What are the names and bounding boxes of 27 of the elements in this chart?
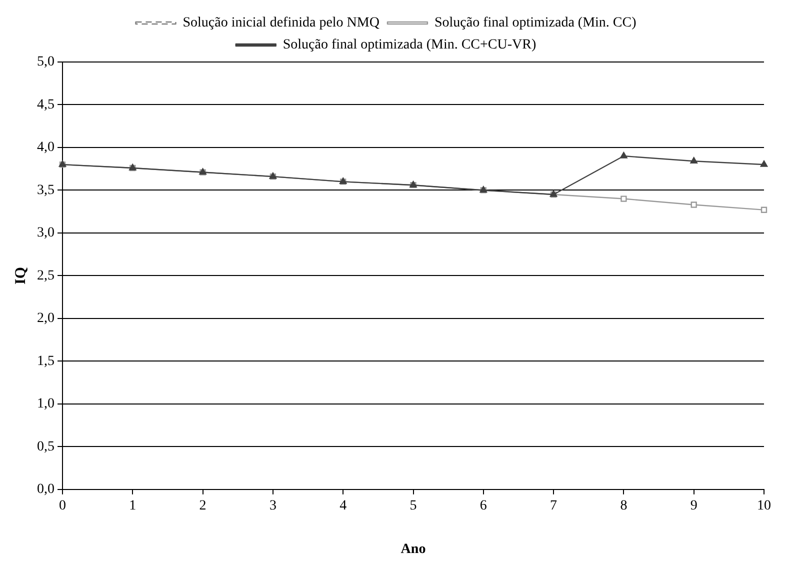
y-tick-label: 1,0 xyxy=(37,396,54,412)
x-tick-label: 6 xyxy=(480,498,487,514)
x-tick-label: 5 xyxy=(410,498,417,514)
y-tick-label: 3,5 xyxy=(37,182,54,198)
x-tick-label: 2 xyxy=(199,498,206,514)
legend-label: Solução final optimizada (Min. CC+CU-VR) xyxy=(282,38,536,53)
x-tick-label: 9 xyxy=(690,498,698,514)
x-tick-label: 0 xyxy=(59,498,66,514)
y-tick-label: 3,0 xyxy=(37,226,54,241)
x-tick-label: 10 xyxy=(757,498,771,514)
y-tick-label: 1,5 xyxy=(37,354,54,369)
y-tick-label: 5,0 xyxy=(37,54,54,70)
x-tick-label: 1 xyxy=(129,498,136,514)
y-tick-label: 2,5 xyxy=(37,268,54,284)
x-tick-label: 8 xyxy=(620,498,628,514)
y-tick-label: 2,0 xyxy=(37,311,54,326)
y-tick-label: 4,0 xyxy=(37,140,54,156)
y-tick-label: 4,5 xyxy=(37,97,54,112)
legend-label: Solução final optimizada (Min. CC) xyxy=(434,16,637,31)
x-tick-label: 3 xyxy=(269,498,276,514)
y-tick-label: 0,0 xyxy=(37,482,54,498)
y-axis-title: IQ xyxy=(12,266,29,284)
legend-label: Solução inicial definida pelo NMQ xyxy=(182,16,380,31)
x-tick-label: 7 xyxy=(550,498,558,514)
x-axis-title: Ano xyxy=(400,542,426,558)
y-tick-label: 0,5 xyxy=(37,439,54,454)
x-tick-label: 4 xyxy=(340,498,347,514)
